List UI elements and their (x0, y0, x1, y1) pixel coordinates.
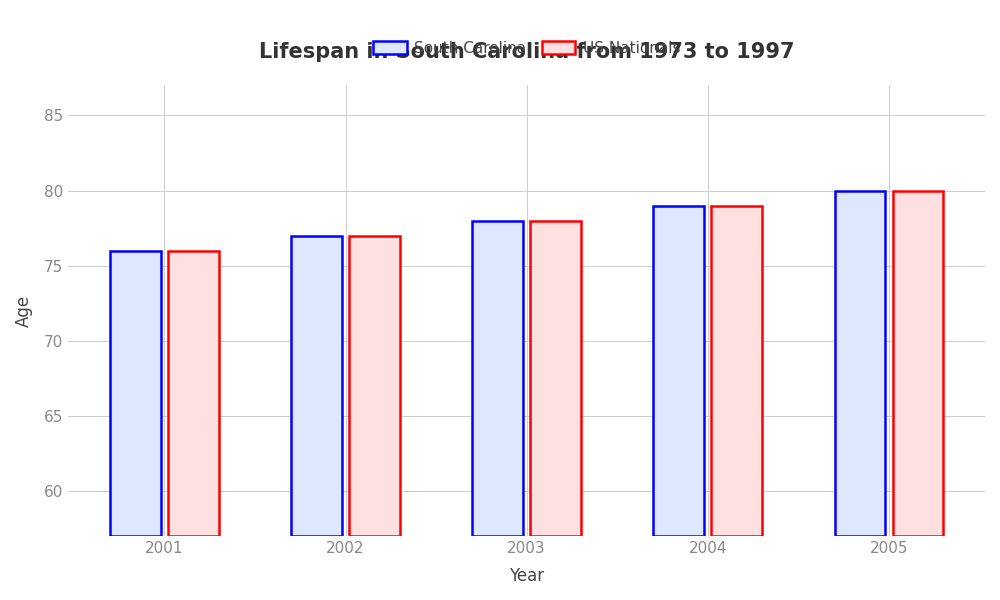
Legend: South Carolina, US Nationals: South Carolina, US Nationals (367, 34, 686, 62)
Bar (893, 191, 943, 536)
Bar (653, 206, 704, 536)
X-axis label: Year: Year (509, 567, 544, 585)
Bar (168, 251, 219, 536)
Bar (711, 206, 762, 536)
Bar (530, 221, 581, 536)
Y-axis label: Age: Age (15, 295, 33, 327)
Bar (110, 251, 161, 536)
Title: Lifespan in South Carolina from 1973 to 1997: Lifespan in South Carolina from 1973 to … (259, 41, 794, 62)
Bar (291, 236, 342, 536)
Bar (472, 221, 523, 536)
Bar (349, 236, 400, 536)
Bar (835, 191, 885, 536)
